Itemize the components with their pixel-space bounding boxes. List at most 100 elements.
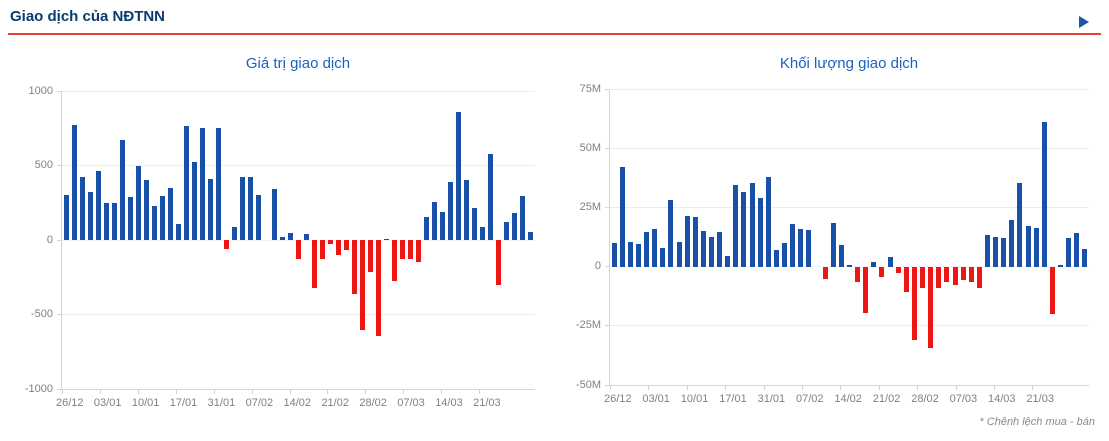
bar-positive [749,182,755,267]
bar-negative [368,240,374,273]
chart-title-transaction-value: Giá trị giao dịch [245,55,351,72]
bar-positive [215,128,221,240]
bar-positive [199,128,205,240]
bar-positive [255,194,261,240]
bar-positive [504,221,510,240]
x-axis-tick [1032,385,1034,390]
bar-positive [619,167,625,267]
y-axis-label: -25M [575,319,601,332]
bar-positive [480,226,486,240]
chevron-right-icon[interactable] [1079,16,1089,28]
x-axis-tick [994,385,995,390]
y-axis-tick [57,165,61,166]
bar-positive [512,213,518,240]
bar-negative [296,240,301,260]
x-axis-label: 07/02 [245,397,274,409]
bar-negative [928,266,934,348]
y-axis-tick [605,147,609,149]
x-axis-tick [289,389,291,394]
bar-positive [207,178,213,240]
bar-positive [191,161,197,240]
y-axis-tick [605,384,609,386]
x-axis-label: 14/02 [283,397,312,409]
bar-positive [63,195,69,240]
bar-positive [247,176,253,240]
bar-positive [103,202,109,240]
x-axis-tick [648,385,650,390]
bar-negative [879,266,885,277]
bar-positive [644,232,650,267]
bar-positive [456,111,462,240]
bar-negative [408,240,414,259]
x-axis-tick [251,389,253,394]
bar-positive [79,177,85,240]
bar-negative [360,240,366,331]
bar-positive [384,238,390,240]
bar-positive [111,203,117,240]
bar-positive [798,228,804,267]
bar-positive [287,232,293,240]
y-axis-label: 500 [34,159,53,171]
bar-positive [887,257,893,267]
bar-positive [725,255,731,267]
bar-positive [135,166,141,240]
x-axis-label: 21/03 [1026,393,1054,405]
bar-positive [838,245,844,267]
transaction-volume-chart: 75M 50M 25M 0 -25M -50M 26/12 03/01 10/01 17/01 31… [576,83,1089,405]
x-axis-label: 17/01 [719,393,747,405]
y-axis-label: 50M [579,141,601,154]
bar-positive [635,244,641,267]
gridline [62,314,535,315]
bar-positive [700,231,706,267]
bar-positive [717,232,723,267]
page-title: Giao dịch của NĐTNN [10,8,166,25]
x-axis-tick [479,389,481,394]
x-axis-label: 03/01 [642,393,670,405]
bar-positive [271,188,277,240]
y-axis-label: -1000 [24,382,53,395]
bar-positive [95,171,101,240]
bar-negative [1049,266,1055,315]
transaction-value-chart: 1000 500 0 -500 -1000 26/12 03/01 10/01 17/01 31/… [25,85,535,409]
bar-positive [692,216,698,267]
y-axis-tick [605,206,609,208]
x-axis-label: 21/02 [321,397,349,409]
bar-positive [708,237,714,267]
x-axis-label: 10/01 [131,397,160,409]
bar-negative [863,266,869,314]
footnote: * Chênh lệch mua - bán [979,416,1095,428]
bar-positive [757,197,763,267]
x-axis-tick [802,385,803,390]
header-accent-rule [8,33,1101,35]
bar-positive [1074,232,1080,267]
y-axis-label: -500 [30,308,53,320]
x-axis-tick [137,389,139,394]
x-axis-tick [327,389,329,394]
x-axis-label: 14/03 [988,393,1016,405]
gridline [610,88,1089,90]
bar-positive [87,191,93,240]
x-axis-tick [917,385,919,390]
bar-positive [993,237,999,267]
x-axis-tick [99,389,101,394]
gridline [610,266,1089,268]
x-axis-tick [725,385,727,390]
bar-positive [652,228,658,267]
bar-positive [239,177,245,240]
gridline [610,325,1089,327]
bar-positive [520,196,526,240]
bar-positive [432,202,438,240]
bar-negative [223,240,229,249]
bar-positive [684,215,690,267]
bar-negative [944,266,950,282]
bar-negative [344,240,350,250]
bar-positive [424,217,430,240]
x-axis-label: 07/03 [949,393,978,405]
bar-negative [855,266,861,282]
bar-negative [952,266,958,286]
bar-positive [1041,122,1047,267]
bar-positive [71,124,77,240]
y-axis-label: 75M [579,82,601,95]
y-axis-label: 1000 [28,84,53,97]
bar-negative [416,240,422,262]
